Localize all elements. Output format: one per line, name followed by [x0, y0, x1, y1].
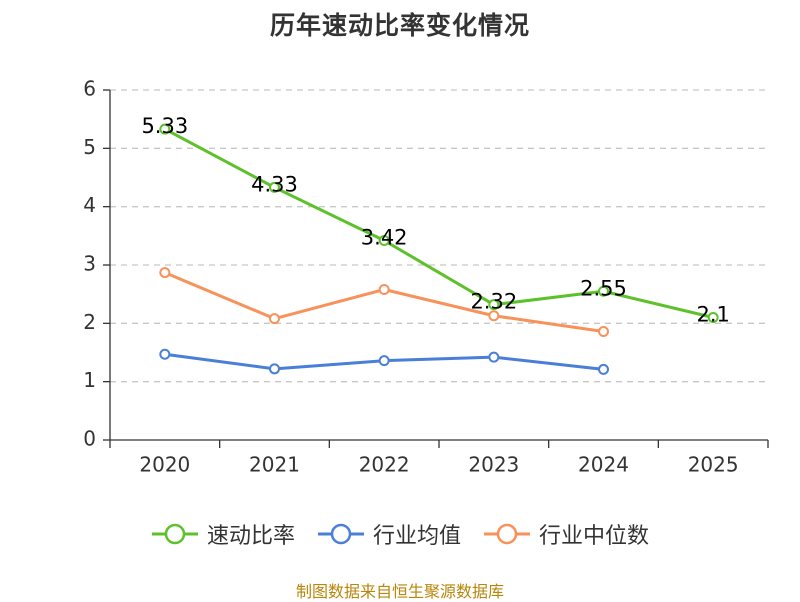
data-point	[598, 326, 609, 337]
data-point	[159, 267, 171, 279]
x-tick-label: 2020	[139, 453, 190, 477]
series-line-0	[164, 127, 714, 319]
data-label: 5.33	[141, 114, 188, 138]
data-point	[159, 348, 171, 360]
x-tick-label: 2025	[688, 453, 739, 477]
data-label: 2.55	[580, 276, 627, 300]
legend-label: 行业均值	[372, 524, 461, 549]
x-tick-label: 2021	[249, 453, 300, 477]
y-tick-label: 1	[83, 368, 96, 392]
data-point	[269, 363, 280, 375]
x-tick-label: 2024	[578, 453, 629, 477]
legend: 速动比率 行业均值 行业中位数	[0, 518, 800, 550]
legend-item-industry-mean[interactable]: 行业均值	[317, 518, 461, 550]
chart-title: 历年速动比率变化情况	[269, 11, 530, 40]
data-point	[598, 285, 609, 297]
data-point	[488, 351, 500, 363]
series-lines	[159, 123, 719, 375]
data-label: 3.42	[361, 226, 408, 250]
data-point	[378, 355, 390, 367]
y-tick-label: 6	[83, 77, 96, 101]
data-label: 2.1	[696, 303, 729, 327]
legend-label: 行业中位数	[539, 524, 650, 549]
y-tick-label: 4	[83, 193, 96, 217]
data-point	[488, 310, 500, 322]
axes: 0 1 2 3 4 5 6 2020 2021 2022 2023 2024 2025	[83, 77, 769, 477]
legend-line-circle-icon	[151, 523, 198, 545]
x-tick-label: 2023	[468, 453, 519, 477]
data-point	[378, 235, 390, 246]
x-tick-label: 2022	[359, 453, 410, 477]
legend-item-industry-median[interactable]: 行业中位数	[483, 518, 649, 550]
data-point	[707, 312, 719, 323]
grid-lines	[110, 89, 768, 383]
data-label: 4.33	[251, 172, 298, 196]
data-point	[269, 313, 280, 325]
source-note: 制图数据来自恒生聚源数据库	[295, 582, 504, 601]
y-tick-label: 0	[83, 427, 96, 451]
data-labels: 5.33 4.33 3.42 2.32 2.55 2.1	[141, 114, 729, 326]
y-tick-label: 2	[83, 310, 96, 334]
legend-item-quick-ratio[interactable]: 速动比率	[151, 518, 295, 550]
y-tick-label: 3	[83, 252, 96, 276]
data-point	[269, 181, 280, 193]
data-point	[159, 123, 171, 135]
series-line-2	[164, 271, 604, 333]
legend-line-circle-icon	[317, 523, 364, 545]
data-point	[598, 363, 609, 375]
data-label: 2.32	[470, 290, 517, 314]
data-point	[378, 284, 390, 295]
data-point	[488, 299, 500, 311]
legend-label: 速动比率	[206, 524, 295, 549]
legend-line-circle-icon	[484, 523, 530, 545]
y-tick-label: 5	[83, 135, 96, 159]
